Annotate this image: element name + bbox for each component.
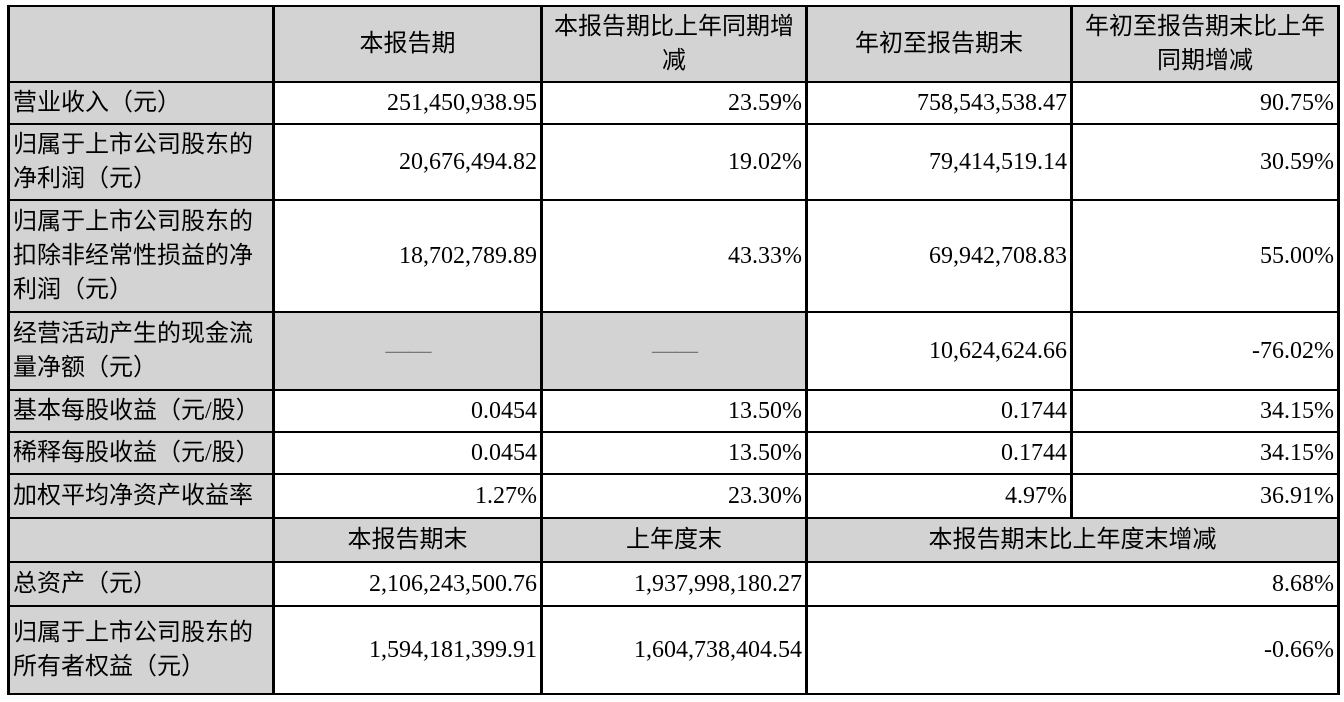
value-cell: 23.59% (540, 81, 808, 125)
table-row-operating-cash-flow: 经营活动产生的现金流 量净额（元） —— —— 10,624,624.66 -7… (7, 311, 1340, 391)
header-current-period-yoy-change: 本报告期比上年同期增 减 (540, 5, 808, 83)
header-period-end-vs-last-year-change: 本报告期末比上年度末增减 (805, 517, 1340, 563)
row-label: 加权平均净资产收益率 (7, 473, 275, 519)
header-current-period: 本报告期 (272, 5, 543, 83)
value-cell: 34.15% (1070, 389, 1340, 433)
row-label: 归属于上市公司股东的 扣除非经常性损益的净 利润（元） (7, 199, 275, 313)
value-cell: 90.75% (1070, 81, 1340, 125)
value-cell: 4.97% (805, 473, 1073, 519)
value-cell: 13.50% (540, 389, 808, 433)
row-label: 基本每股收益（元/股） (7, 389, 275, 433)
value-cell: 36.91% (1070, 473, 1340, 519)
value-cell: 251,450,938.95 (272, 81, 543, 125)
table-row-net-profit: 归属于上市公司股东的 净利润（元） 20,676,494.82 19.02% 7… (7, 123, 1340, 201)
row-label: 总资产（元） (7, 561, 275, 607)
value-cell: -76.02% (1070, 311, 1340, 391)
financial-summary-table: 本报告期 本报告期比上年同期增 减 年初至报告期末 年初至报告期末比上年 同期增… (7, 5, 1340, 695)
table-row-weighted-avg-roe: 加权平均净资产收益率 1.27% 23.30% 4.97% 36.91% (7, 473, 1340, 519)
value-cell: -0.66% (805, 605, 1340, 695)
header-end-of-period: 本报告期末 (272, 517, 543, 563)
value-cell: 23.30% (540, 473, 808, 519)
empty-dash-cell: —— (272, 311, 543, 391)
value-cell: 1,604,738,404.54 (540, 605, 808, 695)
value-cell: 13.50% (540, 431, 808, 475)
value-cell: 0.0454 (272, 431, 543, 475)
row-label: 归属于上市公司股东的 所有者权益（元） (7, 605, 275, 695)
value-cell: 758,543,538.47 (805, 81, 1073, 125)
value-cell: 79,414,519.14 (805, 123, 1073, 201)
table-row-basic-eps: 基本每股收益（元/股） 0.0454 13.50% 0.1744 34.15% (7, 389, 1340, 433)
value-cell: 8.68% (805, 561, 1340, 607)
header-row-period-end: 本报告期末 上年度末 本报告期末比上年度末增减 (7, 517, 1340, 563)
table-row-diluted-eps: 稀释每股收益（元/股） 0.0454 13.50% 0.1744 34.15% (7, 431, 1340, 475)
empty-dash-cell: —— (540, 311, 808, 391)
value-cell: 2,106,243,500.76 (272, 561, 543, 607)
value-cell: 55.00% (1070, 199, 1340, 313)
value-cell: 1,594,181,399.91 (272, 605, 543, 695)
row-label: 营业收入（元） (7, 81, 275, 125)
value-cell: 34.15% (1070, 431, 1340, 475)
value-cell: 0.1744 (805, 389, 1073, 433)
row-label: 经营活动产生的现金流 量净额（元） (7, 311, 275, 391)
value-cell: 18,702,789.89 (272, 199, 543, 313)
table-row-net-profit-excl-nonrecurring: 归属于上市公司股东的 扣除非经常性损益的净 利润（元） 18,702,789.8… (7, 199, 1340, 313)
header-blank-cell (7, 5, 275, 83)
table-row-operating-revenue: 营业收入（元） 251,450,938.95 23.59% 758,543,53… (7, 81, 1340, 125)
table-row-total-assets: 总资产（元） 2,106,243,500.76 1,937,998,180.27… (7, 561, 1340, 607)
value-cell: 1.27% (272, 473, 543, 519)
value-cell: 10,624,624.66 (805, 311, 1073, 391)
header-end-of-last-year: 上年度末 (540, 517, 808, 563)
header-year-to-date-yoy-change: 年初至报告期末比上年 同期增减 (1070, 5, 1340, 83)
header-row-period: 本报告期 本报告期比上年同期增 减 年初至报告期末 年初至报告期末比上年 同期增… (7, 5, 1340, 83)
row-label: 稀释每股收益（元/股） (7, 431, 275, 475)
table-row-owners-equity: 归属于上市公司股东的 所有者权益（元） 1,594,181,399.91 1,6… (7, 605, 1340, 695)
value-cell: 20,676,494.82 (272, 123, 543, 201)
value-cell: 69,942,708.83 (805, 199, 1073, 313)
value-cell: 0.0454 (272, 389, 543, 433)
value-cell: 19.02% (540, 123, 808, 201)
header-year-to-date: 年初至报告期末 (805, 5, 1073, 83)
value-cell: 30.59% (1070, 123, 1340, 201)
value-cell: 0.1744 (805, 431, 1073, 475)
row-label: 归属于上市公司股东的 净利润（元） (7, 123, 275, 201)
header-blank-cell (7, 517, 275, 563)
value-cell: 1,937,998,180.27 (540, 561, 808, 607)
value-cell: 43.33% (540, 199, 808, 313)
